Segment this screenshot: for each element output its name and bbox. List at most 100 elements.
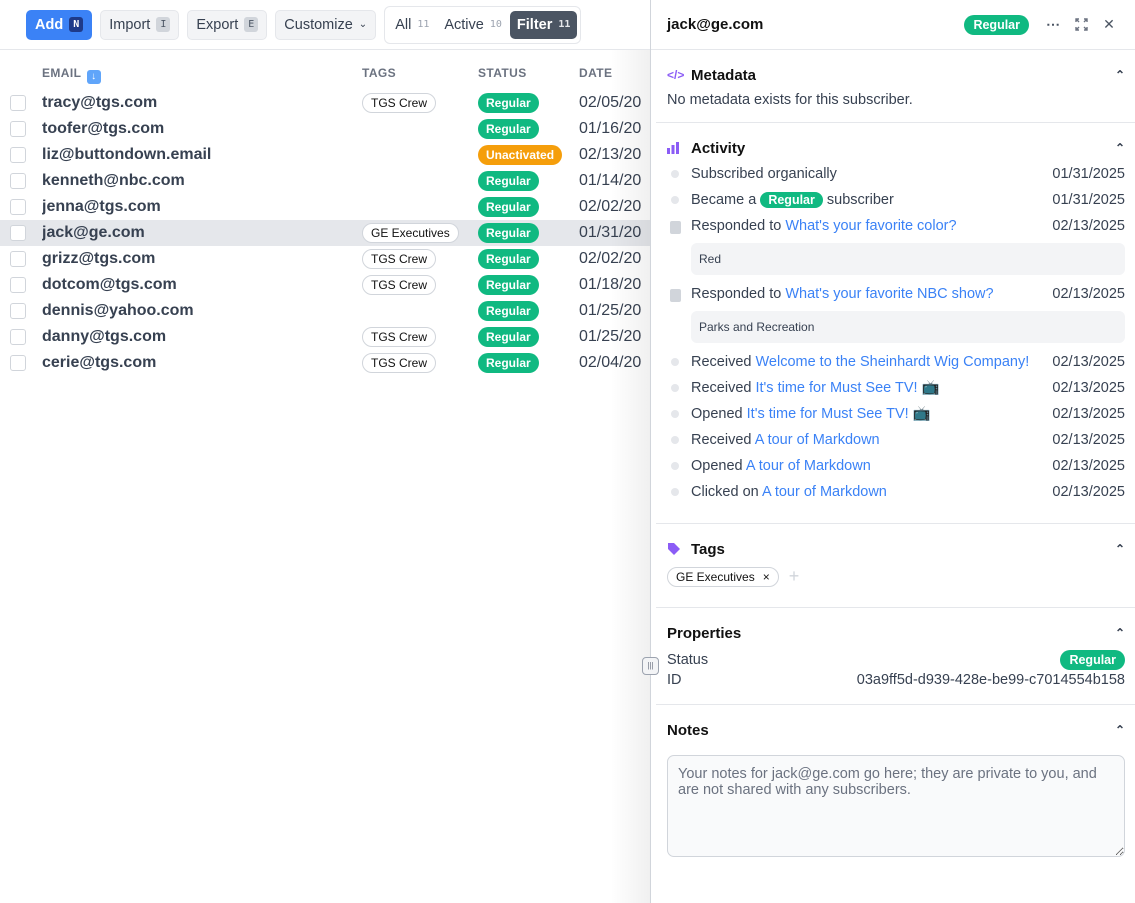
section-title: Notes [667,721,709,739]
subscriber-email[interactable]: danny@tgs.com [42,328,167,345]
activity-item: Received A tour of Markdown 02/13/2025 [667,431,1125,450]
more-icon[interactable]: ⋯ [1046,16,1060,32]
subscriber-email[interactable]: jenna@tgs.com [42,198,161,215]
subscriber-email[interactable]: grizz@tgs.com [42,250,156,267]
status-badge: Regular [478,301,539,321]
email-link[interactable]: It's time for Must See TV! 📺 [755,380,940,396]
panel-shadow [610,50,650,903]
metadata-empty-text: No metadata exists for this subscriber. [667,92,913,108]
email-link[interactable]: A tour of Markdown [745,458,871,474]
activity-action: Responded to [691,218,782,234]
properties-section-header[interactable]: Properties ⌃ [667,608,1125,658]
row-checkbox[interactable] [10,277,26,293]
add-button[interactable]: Add N [26,9,93,40]
tags-section-header[interactable]: Tags ⌃ [667,524,1125,574]
shortcut-key: N [69,17,84,32]
sort-down-icon[interactable]: ↓ [86,70,101,84]
chevron-up-icon[interactable]: ⌃ [1114,723,1125,737]
email-link[interactable]: A tour of Markdown [754,432,880,448]
resize-handle[interactable]: ||| [642,657,659,675]
table-row[interactable]: grizz@tgs.com TGS Crew Regular 02/02/20 [0,246,650,272]
filter-tab-active[interactable]: Active 10 [437,11,509,39]
table-row[interactable]: dennis@yahoo.com Regular 01/25/20 [0,298,650,324]
survey-response: Parks and Recreation [691,311,1125,343]
table-row[interactable]: danny@tgs.com TGS Crew Regular 01/25/20 [0,324,650,350]
dot-icon [671,436,679,444]
row-checkbox[interactable] [10,251,26,267]
notes-textarea[interactable] [667,755,1125,857]
table-row[interactable]: toofer@tgs.com Regular 01/16/20 [0,116,650,142]
dot-icon [671,358,679,366]
import-button[interactable]: Import I [100,9,180,40]
filter-tab-all[interactable]: All 11 [388,11,436,39]
status-badge: Regular [478,327,539,347]
filter-tab-filter[interactable]: Filter 11 [509,10,578,39]
chevron-up-icon[interactable]: ⌃ [1114,68,1125,82]
row-checkbox[interactable] [10,225,26,241]
column-header-email[interactable]: EMAIL ↓ [42,66,101,84]
column-header-date[interactable]: DATE [579,66,613,80]
activity-item: Responded to What's your favorite NBC sh… [667,285,1125,304]
activity-date: 02/13/2025 [1052,354,1125,370]
column-header-tags[interactable]: TAGS [362,66,397,80]
status-badge: Regular [478,119,539,139]
activity-date: 01/31/2025 [1052,166,1125,182]
activity-text: Became a Regular subscriber [691,191,1052,210]
subscriber-detail-panel: jack@ge.com Regular ⋯ ✕ </> Metadata ⌃ No … [650,0,1135,903]
table-row[interactable]: tracy@tgs.com TGS Crew Regular 02/05/20 [0,90,650,116]
subscriber-email[interactable]: tracy@tgs.com [42,94,158,111]
dot-icon [671,410,679,418]
chevron-up-icon[interactable]: ⌃ [1114,542,1125,556]
row-checkbox[interactable] [10,147,26,163]
table-row[interactable]: dotcom@tgs.com TGS Crew Regular 01/18/20 [0,272,650,298]
export-button[interactable]: Export E [187,9,268,40]
metadata-section-header[interactable]: </> Metadata ⌃ [667,50,1125,100]
activity-section-header[interactable]: Activity ⌃ [667,123,1125,173]
activity-text: Subscribed organically [691,165,1052,184]
row-checkbox[interactable] [10,121,26,137]
subscriber-email[interactable]: cerie@tgs.com [42,354,157,371]
chevron-up-icon[interactable]: ⌃ [1114,141,1125,155]
row-checkbox[interactable] [10,303,26,319]
row-checkbox[interactable] [10,355,26,371]
activity-bullet [667,165,691,184]
table-row[interactable]: cerie@tgs.com TGS Crew Regular 02/04/20 [0,350,650,376]
row-checkbox[interactable] [10,199,26,215]
activity-date: 02/13/2025 [1052,406,1125,422]
activity-text: Received Welcome to the Sheinhardt Wig C… [691,353,1052,372]
add-tag-icon[interactable]: + [788,566,800,586]
activity-bullet [667,217,691,236]
status-badge: Regular [478,353,539,373]
subscriber-email[interactable]: dennis@yahoo.com [42,302,194,319]
notes-section-header[interactable]: Notes ⌃ [667,705,1125,755]
tag-chip: TGS Crew [362,93,437,113]
row-checkbox[interactable] [10,329,26,345]
property-id: ID 03a9ff5d-d939-428e-be99-c7014554b158 [667,670,1125,690]
email-link[interactable]: It's time for Must See TV! 📺 [746,406,931,422]
email-link[interactable]: What's your favorite color? [785,218,957,234]
remove-tag-icon[interactable]: × [762,569,770,584]
subscriber-email[interactable]: toofer@tgs.com [42,120,165,137]
table-row[interactable]: jenna@tgs.com Regular 02/02/20 [0,194,650,220]
close-icon[interactable]: ✕ [1103,16,1115,32]
row-checkbox[interactable] [10,173,26,189]
chevron-up-icon[interactable]: ⌃ [1114,626,1125,640]
subscriber-email[interactable]: kenneth@nbc.com [42,172,185,189]
email-link[interactable]: Welcome to the Sheinhardt Wig Company! [755,354,1030,370]
subscriber-email[interactable]: liz@buttondown.email [42,146,212,163]
add-label: Add [35,16,64,33]
expand-icon[interactable] [1071,15,1091,35]
tags-section: Tags ⌃ GE Executives × + [656,524,1135,608]
customize-button[interactable]: Customize ⌄ [275,9,377,40]
email-link[interactable]: A tour of Markdown [761,484,887,500]
column-header-status[interactable]: STATUS [478,66,527,80]
table-row[interactable]: jack@ge.com GE Executives Regular 01/31/20 [0,220,650,246]
dot-icon [671,488,679,496]
table-row[interactable]: liz@buttondown.email Unactivated 02/13/20 [0,142,650,168]
row-checkbox[interactable] [10,95,26,111]
subscriber-email[interactable]: jack@ge.com [42,224,145,241]
subscriber-email[interactable]: dotcom@tgs.com [42,276,177,293]
activity-bullet [667,353,691,372]
table-row[interactable]: kenneth@nbc.com Regular 01/14/20 [0,168,650,194]
email-link[interactable]: What's your favorite NBC show? [785,286,994,302]
